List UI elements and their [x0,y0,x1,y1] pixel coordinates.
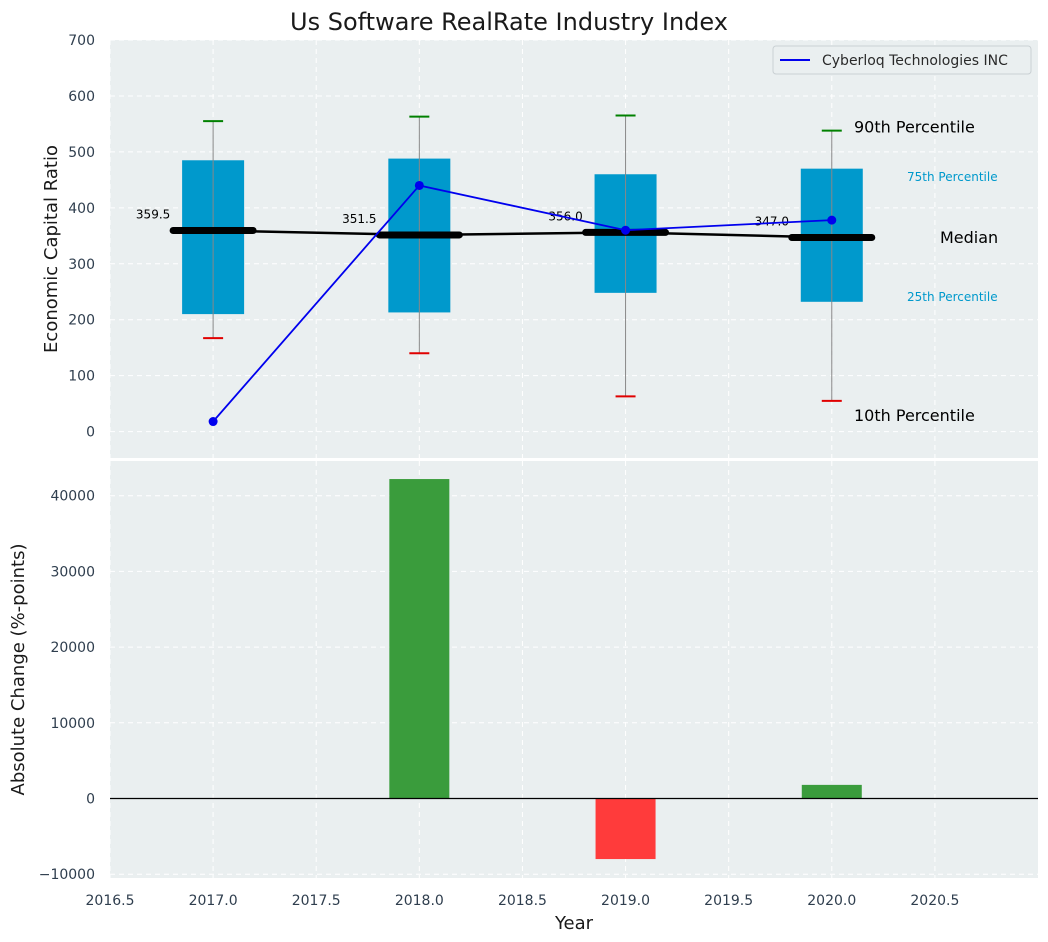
top-y-tick-label: 700 [68,33,95,49]
bottom-y-tick-label: 30000 [50,564,95,580]
top-y-axis-title: Economic Capital Ratio [41,145,62,353]
top-panel-background [110,40,1038,458]
box-group: 359.5 351.5 356.0 347.0 [136,114,876,402]
x-tick-label: 2019.5 [704,893,753,909]
bottom-gridlines [109,461,1038,878]
median-trend-line [213,229,832,239]
median-value-label: 347.0 [755,214,789,228]
change-bar [801,784,862,799]
p10-annotation: 10th Percentile [854,406,975,425]
x-tick-label: 2017.5 [292,893,341,909]
legend-entry-label: Cyberloq Technologies INC [822,53,1008,69]
change-bars [389,479,862,860]
bottom-y-axis-title: Absolute Change (%-points) [8,544,29,796]
legend: Cyberloq Technologies INC [772,45,1032,75]
p25-annotation: 25th Percentile [907,290,998,304]
top-panel: 0 100 200 300 400 500 600 700 Economic Capital R… [41,33,1038,458]
x-tick-label: 2020.5 [910,893,959,909]
top-y-tick-label: 600 [68,89,95,105]
company-series-point [621,225,631,235]
x-tick-label: 2020.0 [807,893,856,909]
company-series-point [827,215,837,225]
company-series-line [212,184,832,423]
p90-annotation: 90th Percentile [854,118,975,137]
bottom-panel-background [110,461,1038,878]
change-bar [389,479,450,799]
company-series-point [414,180,424,190]
legend-box [772,45,1032,75]
x-axis-title: Year [554,913,594,934]
bottom-y-tick-label: 40000 [50,489,95,505]
median-value-label: 351.5 [342,212,376,226]
company-series-point [208,417,218,427]
top-y-tick-label: 400 [68,201,95,217]
bottom-y-tick-label: 10000 [50,716,95,732]
top-y-ticks: 0 100 200 300 400 500 600 700 [68,33,95,441]
percentile-annotations: 90th Percentile 75th Percentile Median 25th… [854,118,998,425]
x-tick-label: 2017.0 [189,893,238,909]
x-tick-label: 2016.5 [86,893,135,909]
top-y-tick-label: 100 [68,369,95,385]
bottom-x-ticks: 2016.5 2017.0 2017.5 2018.0 2018.5 2019.0 2019… [86,893,960,909]
p75-annotation: 75th Percentile [907,170,998,184]
x-tick-label: 2019.0 [601,893,650,909]
chart-title: Us Software RealRate Industry Index [290,8,728,36]
top-y-tick-label: 0 [86,425,95,441]
top-y-tick-label: 200 [68,313,95,329]
bottom-y-tick-label: 20000 [50,640,95,656]
bottom-y-tick-label: −10000 [39,867,95,883]
x-tick-label: 2018.5 [498,893,547,909]
top-gridlines [109,39,1038,458]
x-tick-label: 2018.0 [395,893,444,909]
top-y-tick-label: 300 [68,257,95,273]
bottom-y-tick-label: 0 [86,792,95,808]
bottom-y-ticks: −10000 0 10000 20000 30000 40000 [39,489,95,884]
median-annotation: Median [940,228,998,247]
median-value-label: 359.5 [136,207,170,221]
top-y-tick-label: 500 [68,145,95,161]
change-bar [595,798,656,860]
